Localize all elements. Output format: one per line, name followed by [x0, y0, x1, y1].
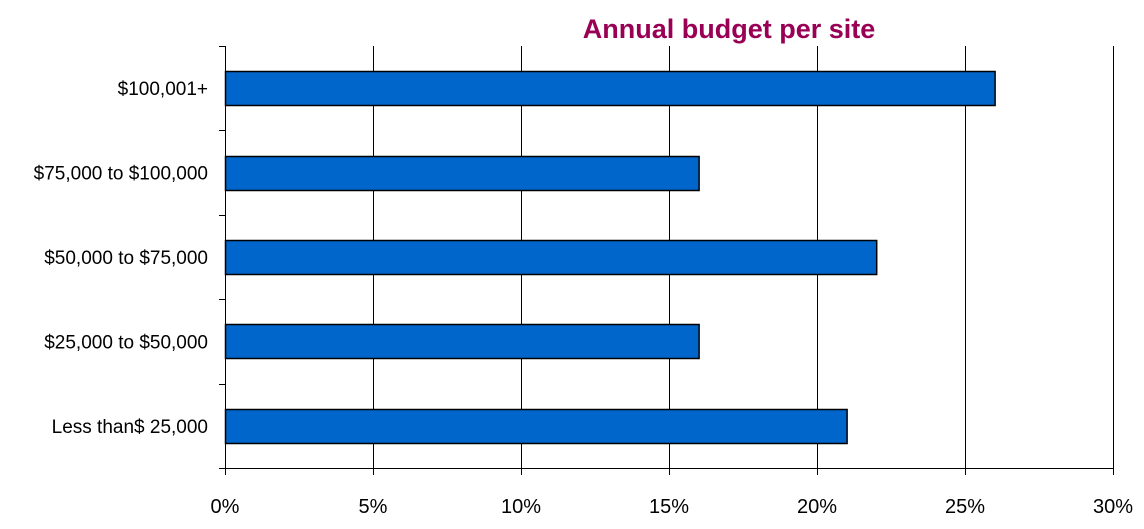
x-tick-label: 0%: [211, 496, 240, 518]
x-tick-label: 25%: [945, 496, 985, 518]
y-category-label: $50,000 to $75,000: [44, 248, 208, 269]
x-tick-label: 15%: [649, 496, 689, 518]
x-tick-label: 30%: [1093, 496, 1133, 518]
x-axis-tick-labels: 0% 5% 10% 15% 20% 25% 30%: [211, 496, 1134, 518]
bars: [224, 70, 996, 445]
y-category-label: $75,000 to $100,000: [34, 164, 208, 185]
bar: [224, 239, 878, 276]
axes: [219, 46, 1114, 475]
bar: [224, 408, 848, 445]
y-category-label: $100,001+: [118, 79, 208, 100]
y-category-label: $25,000 to $50,000: [44, 332, 208, 353]
bar: [224, 323, 700, 360]
x-tick-label: 10%: [501, 496, 541, 518]
y-axis-category-labels: $100,001+ $75,000 to $100,000 $50,000 to $…: [34, 79, 208, 438]
y-category-label: Less than$ 25,000: [52, 417, 208, 438]
bar: [224, 70, 996, 107]
x-tick-label: 20%: [797, 496, 837, 518]
x-tick-label: 5%: [359, 496, 388, 518]
bar: [224, 155, 700, 192]
chart-title: Annual budget per site: [583, 14, 876, 44]
